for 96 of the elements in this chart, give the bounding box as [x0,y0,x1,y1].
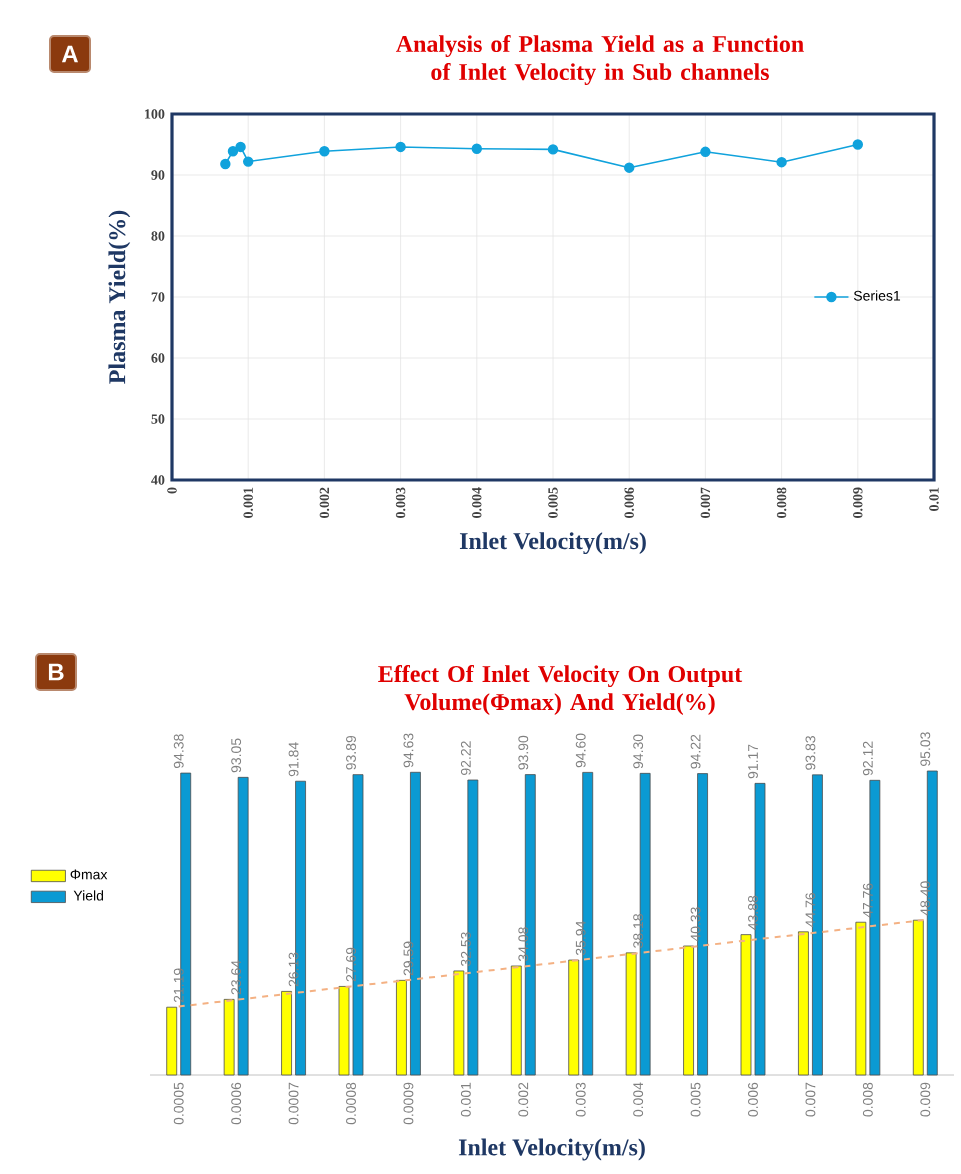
point [700,146,711,158]
point [227,146,239,157]
bar [625,952,637,1076]
data-label: 93.89 [346,735,356,770]
y-axis-title: Plasma Yield(%) [108,210,131,384]
x-tick-label: 0.006 [748,1082,758,1117]
x-tick-label: 0.003 [395,487,406,519]
data-label: 91.84 [288,742,299,777]
data-label: 93.90 [518,735,529,770]
data-label: 34.08 [518,927,529,962]
bar [510,965,522,1076]
y-tick-label: 40 [151,475,165,485]
bar [223,998,235,1076]
data-label: 91.17 [748,744,758,779]
bar [281,991,292,1076]
x-tick-label: 0.001 [243,487,253,519]
legend-label: Φmax [70,869,108,880]
data-label: 95.03 [920,732,931,766]
bar [396,979,407,1076]
point [624,162,635,173]
data-label: 94.63 [403,733,414,768]
data-label: 93.05 [231,738,242,773]
point [547,144,559,155]
point [319,146,330,157]
data-label: 35.94 [575,921,586,956]
y-tick-label: 60 [151,353,165,363]
data-label: 94.38 [173,734,184,769]
bar [453,970,465,1076]
text: A [61,45,79,63]
point [852,139,864,150]
point [395,141,406,153]
bar [338,986,350,1076]
data-label: 92.22 [460,741,471,775]
x-axis-title: Inlet Velocity(m/s) [459,532,646,555]
data-label: 93.83 [805,736,816,770]
x-tick-label: 0.004 [472,487,482,519]
point [471,143,482,154]
x-tick-label: 0.004 [633,1082,644,1117]
x-tick-label: 0.0009 [403,1082,414,1125]
y-tick-label: 70 [151,292,165,302]
chart-title: Analysis of Plasma Yield as a Function of Inlet Velocity in Sub channels [395,34,804,86]
point [220,158,231,170]
point [243,156,254,167]
bar [683,945,694,1076]
data-label: 23.64 [231,960,242,995]
bar [798,931,809,1076]
bar [740,934,752,1076]
x-tick-label: 0.007 [700,487,711,519]
x-tick-label: 0.009 [853,487,863,519]
x-tick-label: 0.008 [862,1082,873,1117]
data-label: 43.88 [748,895,758,930]
text: B [48,663,64,681]
y-tick-label: 90 [151,170,165,180]
data-label: 32.53 [460,932,471,967]
legend-label: Yield [73,890,104,901]
chart-title: Effect Of Inlet Velocity On Output Volume(Φmax) And Yield(%) [378,664,743,715]
x-tick-label: 0.0007 [288,1082,299,1125]
bar [912,919,924,1076]
data-label: 94.60 [575,733,586,768]
y-tick-label: 80 [151,231,165,241]
x-tick-label: 0.005 [690,1082,701,1117]
bar [568,959,580,1076]
x-tick-label: 0.008 [776,487,787,519]
data-label: 48.40 [920,881,931,916]
data-label: 29.59 [403,941,414,976]
bar [855,921,867,1076]
data-label: 26.13 [288,952,299,987]
x-tick-label: 0.0006 [231,1082,242,1125]
data-label: 92.12 [862,741,873,776]
x-tick-label: 0.007 [805,1082,816,1117]
y-tick-label: 50 [151,414,165,424]
x-tick-label: 0.006 [624,487,634,519]
x-tick-label: 0.001 [460,1082,471,1117]
data-label: 27.69 [346,947,356,982]
data-label: 38.18 [633,914,644,948]
x-tick-label: 0.0008 [346,1082,356,1125]
data-label: 47.76 [862,883,873,918]
x-tick-label: 0 [167,487,177,494]
x-tick-label: 0.003 [575,1082,586,1117]
x-tick-label: 0.0005 [173,1082,184,1125]
data-label: 94.22 [690,734,701,769]
bar [166,1006,178,1076]
data-label: 94.30 [633,734,644,769]
data-label: 21.19 [173,968,184,1003]
x-tick-label: 0.002 [518,1082,529,1117]
x-tick-label: 0.005 [548,487,558,519]
x-tick-label: 0.009 [920,1082,931,1117]
x-tick-label: 0.01 [929,487,939,512]
x-tick-label: 0.002 [319,487,330,519]
x-axis-title: Inlet Velocity(m/s) [458,1138,645,1161]
point [776,156,787,168]
point [235,141,246,153]
legend-label: Series1 [853,290,901,301]
y-tick-label: 100 [145,109,165,119]
data-label: 40.33 [690,907,701,942]
data-label: 44.76 [805,893,816,928]
